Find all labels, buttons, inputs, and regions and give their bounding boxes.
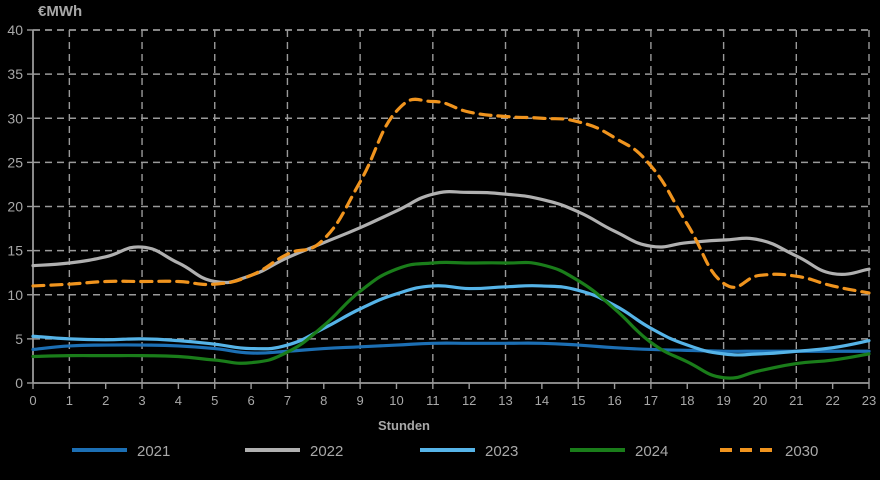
x-tick-label: 17 bbox=[644, 393, 658, 408]
x-tick-label: 5 bbox=[211, 393, 218, 408]
y-tick-label: 25 bbox=[7, 154, 23, 170]
series-line-2022 bbox=[31, 190, 871, 285]
x-tick-label: 19 bbox=[716, 393, 730, 408]
series-line-2024 bbox=[31, 260, 871, 380]
legend-label-2024: 2024 bbox=[635, 443, 668, 460]
x-tick-label: 2 bbox=[102, 393, 109, 408]
series-line-2030 bbox=[31, 97, 871, 295]
x-tick-label: 14 bbox=[535, 393, 549, 408]
y-tick-label: 15 bbox=[7, 243, 23, 259]
y-tick-label: 35 bbox=[7, 66, 23, 82]
x-tick-label: 1 bbox=[66, 393, 73, 408]
x-tick-label: 13 bbox=[498, 393, 512, 408]
legend-label-2023: 2023 bbox=[485, 443, 518, 460]
x-tick-label: 3 bbox=[138, 393, 145, 408]
y-tick-label: 30 bbox=[7, 110, 23, 126]
x-tick-label: 21 bbox=[789, 393, 803, 408]
x-tick-label: 22 bbox=[825, 393, 839, 408]
x-tick-label: 16 bbox=[607, 393, 621, 408]
y-tick-label: 5 bbox=[15, 331, 23, 347]
x-tick-label: 20 bbox=[753, 393, 767, 408]
series-line-2023 bbox=[31, 284, 871, 357]
x-tick-label: 15 bbox=[571, 393, 585, 408]
x-tick-label: 23 bbox=[862, 393, 876, 408]
x-axis-title: Stunden bbox=[378, 418, 430, 433]
x-tick-label: 7 bbox=[284, 393, 291, 408]
x-tick-label: 8 bbox=[320, 393, 327, 408]
x-tick-label: 4 bbox=[175, 393, 182, 408]
legend-label-2022: 2022 bbox=[310, 443, 343, 460]
y-axis-title: €MWh bbox=[38, 3, 83, 20]
x-tick-label: 10 bbox=[389, 393, 403, 408]
x-tick-label: 18 bbox=[680, 393, 694, 408]
x-tick-label: 12 bbox=[462, 393, 476, 408]
y-tick-label: 10 bbox=[7, 287, 23, 303]
series-line-2021 bbox=[31, 341, 871, 355]
x-tick-label: 9 bbox=[357, 393, 364, 408]
y-tick-label: 0 bbox=[15, 375, 23, 391]
x-tick-label: 6 bbox=[247, 393, 254, 408]
y-tick-label: 40 bbox=[7, 22, 23, 38]
x-tick-label: 11 bbox=[426, 393, 440, 408]
x-tick-label: 0 bbox=[29, 393, 36, 408]
y-tick-label: 20 bbox=[7, 199, 23, 215]
legend-label-2021: 2021 bbox=[137, 443, 170, 460]
legend-label-2030: 2030 bbox=[785, 443, 818, 460]
